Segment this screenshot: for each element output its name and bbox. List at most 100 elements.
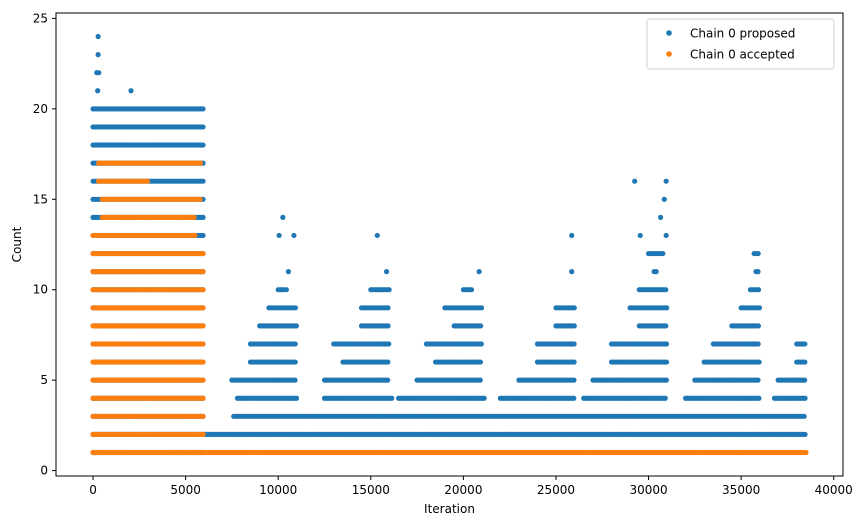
data-point bbox=[200, 431, 206, 437]
y-tick-label: 15 bbox=[33, 192, 48, 206]
x-tick-label: 35000 bbox=[722, 483, 760, 497]
y-tick-label: 5 bbox=[40, 373, 48, 387]
data-point bbox=[476, 269, 482, 275]
data-point bbox=[200, 178, 206, 184]
data-point bbox=[200, 287, 206, 293]
data-point bbox=[95, 52, 101, 58]
x-tick-label: 5000 bbox=[170, 483, 201, 497]
data-point bbox=[571, 395, 577, 401]
data-point bbox=[632, 178, 638, 184]
data-point bbox=[200, 214, 206, 220]
data-point bbox=[144, 178, 151, 184]
data-point bbox=[663, 287, 669, 293]
data-point bbox=[802, 431, 808, 437]
legend: Chain 0 proposed Chain 0 accepted bbox=[646, 18, 835, 70]
data-point bbox=[386, 341, 392, 347]
data-point bbox=[283, 287, 289, 293]
data-point bbox=[663, 323, 669, 329]
data-point bbox=[96, 70, 102, 76]
data-point bbox=[383, 269, 390, 275]
data-point bbox=[200, 377, 206, 383]
series-1 bbox=[90, 160, 809, 456]
data-point bbox=[128, 88, 134, 94]
data-point bbox=[571, 341, 577, 347]
data-point bbox=[477, 359, 484, 365]
data-point bbox=[663, 341, 670, 347]
data-point bbox=[478, 341, 484, 347]
data-point bbox=[756, 395, 762, 401]
data-point bbox=[291, 232, 297, 239]
data-point bbox=[386, 287, 392, 293]
x-axis-label: Iteration bbox=[424, 502, 475, 516]
x-tick-label: 40000 bbox=[815, 483, 853, 497]
data-point bbox=[192, 232, 198, 239]
data-point bbox=[468, 287, 475, 293]
data-point bbox=[569, 232, 575, 239]
data-point bbox=[293, 323, 299, 329]
data-point bbox=[653, 269, 659, 275]
data-point bbox=[662, 395, 668, 401]
data-point bbox=[385, 305, 391, 311]
data-point bbox=[95, 88, 101, 94]
data-point bbox=[756, 305, 763, 311]
data-point bbox=[802, 359, 808, 365]
x-tick-label: 20000 bbox=[444, 483, 482, 497]
data-point bbox=[755, 269, 761, 275]
data-point bbox=[200, 323, 206, 329]
data-point bbox=[374, 232, 380, 239]
data-point bbox=[385, 377, 391, 383]
y-tick-label: 0 bbox=[40, 464, 48, 478]
data-point bbox=[95, 33, 101, 40]
data-point bbox=[200, 124, 206, 130]
data-point bbox=[755, 287, 762, 293]
data-point bbox=[663, 359, 670, 365]
data-point bbox=[801, 413, 807, 419]
data-point bbox=[478, 323, 484, 329]
data-point bbox=[200, 395, 206, 401]
data-point bbox=[197, 196, 203, 202]
y-axis-label: Count bbox=[10, 226, 24, 262]
y-tick-label: 10 bbox=[33, 283, 48, 297]
data-point bbox=[293, 395, 300, 401]
data-point bbox=[637, 232, 643, 239]
legend-label: Chain 0 proposed bbox=[690, 27, 795, 41]
legend-marker bbox=[666, 51, 672, 57]
data-point bbox=[197, 160, 204, 166]
data-point bbox=[292, 377, 298, 383]
data-point bbox=[200, 232, 206, 239]
data-point bbox=[292, 341, 298, 347]
data-point bbox=[280, 214, 286, 220]
legend-marker bbox=[666, 30, 672, 36]
data-point bbox=[658, 214, 664, 220]
data-point bbox=[385, 359, 391, 365]
data-point bbox=[477, 377, 483, 383]
legend-box bbox=[646, 18, 835, 70]
x-tick-label: 0 bbox=[89, 483, 97, 497]
data-point bbox=[663, 377, 669, 383]
data-point bbox=[802, 341, 808, 347]
x-tick-label: 15000 bbox=[352, 483, 390, 497]
data-point bbox=[200, 269, 206, 275]
y-tick-label: 20 bbox=[33, 102, 48, 116]
data-point bbox=[663, 232, 669, 239]
data-point bbox=[285, 269, 291, 275]
data-point bbox=[664, 305, 670, 311]
y-tick-label: 25 bbox=[33, 11, 48, 25]
series-0 bbox=[90, 33, 808, 456]
data-point bbox=[803, 449, 809, 456]
data-point bbox=[276, 232, 282, 239]
data-point bbox=[292, 359, 298, 365]
data-point bbox=[569, 269, 575, 275]
data-point bbox=[755, 323, 761, 329]
data-point bbox=[660, 250, 666, 257]
data-point bbox=[571, 377, 577, 383]
data-point bbox=[200, 250, 206, 257]
axes: 0 5000 10000 15000 20000 25000 30000 35000 40000… bbox=[10, 11, 853, 516]
data-point bbox=[481, 395, 487, 401]
data-point bbox=[200, 106, 206, 112]
data-point bbox=[756, 359, 762, 365]
data-point bbox=[200, 305, 206, 311]
x-tick-label: 25000 bbox=[537, 483, 575, 497]
data-point bbox=[478, 305, 485, 311]
